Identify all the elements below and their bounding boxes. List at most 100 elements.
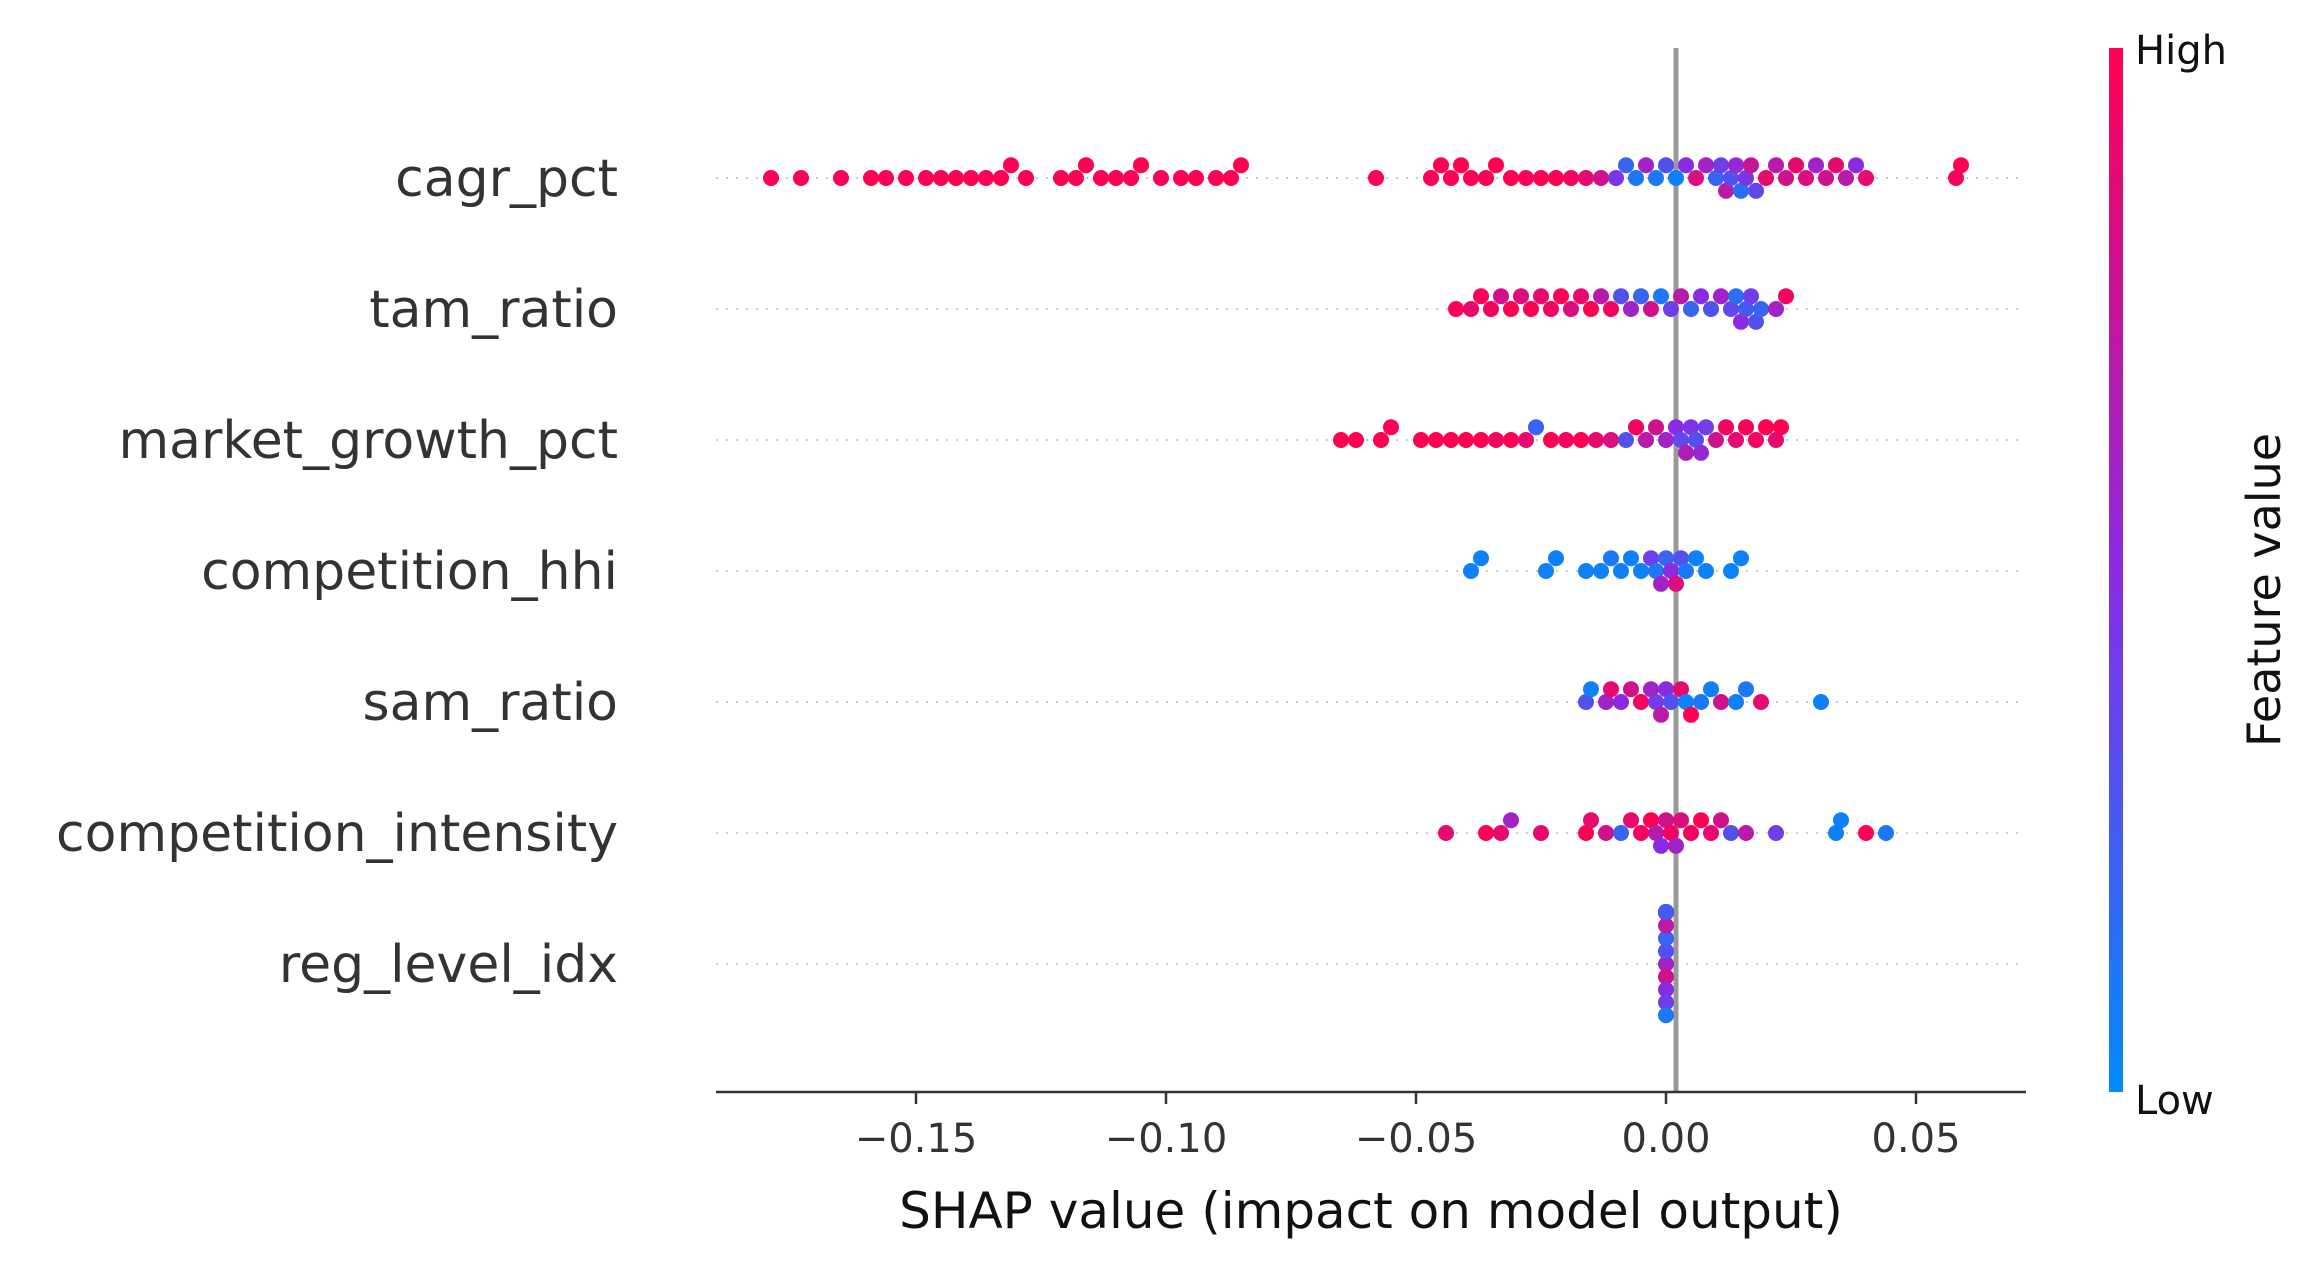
shap-point: [1658, 994, 1674, 1011]
shap-point: [1618, 157, 1634, 174]
shap-point: [1658, 681, 1674, 698]
shap-point: [918, 170, 934, 186]
shap-point: [1728, 157, 1744, 174]
shap-point: [1623, 681, 1639, 698]
shap-point: [1638, 432, 1654, 448]
shap-point: [1698, 563, 1714, 579]
shap-point: [1593, 170, 1609, 186]
shap-point: [1473, 550, 1489, 567]
shap-point: [1663, 825, 1679, 841]
shap-point: [1673, 812, 1689, 829]
shap-point: [1548, 550, 1564, 567]
shap-point: [1463, 301, 1479, 317]
shap-point: [1688, 170, 1704, 186]
colorbar-title: Feature value: [2237, 433, 2291, 747]
shap-point: [1173, 170, 1189, 186]
shap-point: [1623, 550, 1639, 567]
shap-point: [1658, 550, 1674, 567]
shap-point: [1768, 825, 1784, 841]
shap-point: [1443, 170, 1459, 186]
shap-point: [1953, 157, 1969, 174]
shap-point: [1578, 563, 1594, 579]
shap-point: [1528, 419, 1544, 436]
shap-point: [1723, 563, 1739, 579]
shap-point: [1503, 432, 1519, 448]
shap-point: [1858, 170, 1874, 186]
shap-point: [1648, 694, 1664, 710]
shap-point: [1383, 419, 1399, 436]
shap-point: [1003, 157, 1019, 174]
shap-point: [1053, 170, 1069, 186]
shap-point: [1153, 170, 1169, 186]
shap-point: [1623, 812, 1639, 829]
feature-row-gridlines: [716, 177, 2026, 965]
shap-point: [1458, 432, 1474, 448]
shap-point: [1663, 694, 1679, 710]
shap-point: [1423, 170, 1439, 186]
x-tick-label: 0.00: [1621, 1116, 1710, 1162]
shap-point: [1488, 157, 1504, 174]
shap-point: [1773, 419, 1789, 436]
shap-point: [1838, 170, 1854, 186]
shap-point: [1608, 170, 1624, 186]
shap-point: [1778, 288, 1794, 305]
shap-point: [1478, 170, 1494, 186]
shap-point: [1718, 419, 1734, 436]
x-tick-label: 0.05: [1871, 1116, 1960, 1162]
shap-point: [1543, 301, 1559, 317]
shap-point: [1683, 825, 1699, 841]
shap-point: [1563, 170, 1579, 186]
shap-point: [1658, 981, 1674, 998]
shap-point: [1433, 157, 1449, 174]
shap-point: [1653, 706, 1669, 723]
shap-point: [1503, 812, 1519, 829]
shap-point: [1828, 157, 1844, 174]
shap-point: [1543, 432, 1559, 448]
shap-point: [1613, 288, 1629, 305]
shap-point: [898, 170, 914, 186]
shap-point: [1683, 301, 1699, 317]
shap-point: [1603, 681, 1619, 698]
shap-point: [1758, 170, 1774, 186]
shap-point: [1653, 575, 1669, 592]
feature-label: competition_intensity: [56, 804, 618, 864]
feature-label: competition_hhi: [201, 542, 618, 602]
shap-point: [1813, 694, 1829, 710]
shap-point: [1703, 681, 1719, 698]
shap-point: [1513, 288, 1529, 305]
shap-point: [763, 170, 779, 186]
colorbar-gradient: [2109, 48, 2123, 1092]
shap-point: [1658, 812, 1674, 829]
shap-point: [1753, 301, 1769, 317]
shap-point: [1633, 825, 1649, 841]
shap-point: [863, 170, 879, 186]
shap-point: [1658, 917, 1674, 934]
shap-point: [1653, 837, 1669, 854]
shap-point: [1223, 170, 1239, 186]
shap-point: [1068, 170, 1084, 186]
shap-point: [1648, 825, 1664, 841]
shap-point: [1788, 157, 1804, 174]
colorbar-low-label: Low: [2135, 1078, 2214, 1124]
shap-point: [1708, 170, 1724, 186]
feature-label: market_growth_pct: [119, 411, 618, 471]
shap-point: [1658, 904, 1674, 920]
x-tick-label: −0.10: [1105, 1116, 1228, 1162]
shap-point: [1188, 170, 1204, 186]
shap-point: [1828, 825, 1844, 841]
shap-point: [1778, 170, 1794, 186]
shap-point: [1723, 170, 1739, 186]
shap-point: [1643, 301, 1659, 317]
shap-point: [1413, 432, 1429, 448]
shap-point: [1628, 419, 1644, 436]
shap-point: [1668, 170, 1684, 186]
shap-point: [1668, 419, 1684, 436]
shap-point: [1678, 563, 1694, 579]
shap-point: [1018, 170, 1034, 186]
shap-point: [1558, 432, 1574, 448]
shap-point: [1618, 432, 1634, 448]
shap-point: [1478, 825, 1494, 841]
shap-point: [1698, 419, 1714, 436]
shap-point: [1688, 432, 1704, 448]
